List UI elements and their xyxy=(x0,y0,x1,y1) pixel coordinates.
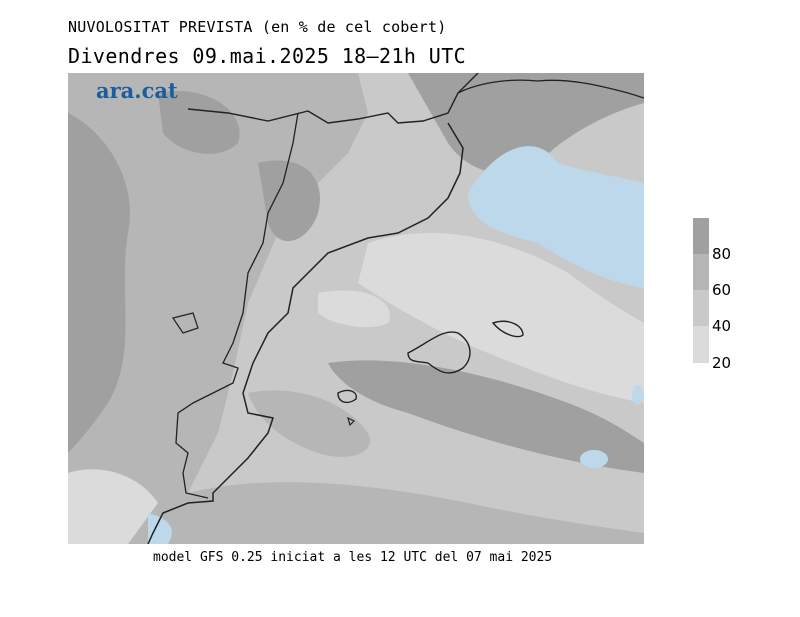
cloud-cover-map xyxy=(68,73,644,544)
menorca-island xyxy=(491,320,524,338)
legend-band-40 xyxy=(693,290,709,326)
cloud-cover-legend: 80 60 40 20 xyxy=(693,218,731,372)
cloud-zone-80-pyrenees xyxy=(258,160,320,242)
clear-sky-gulf-of-lion xyxy=(468,146,644,288)
forecast-date: Divendres 09.mai.2025 18–21h UTC xyxy=(68,44,467,68)
mallorca-island xyxy=(407,331,471,374)
ara-cat-logo: ara.cat xyxy=(96,78,178,103)
legend-tick-60: 60 xyxy=(712,281,732,299)
formentera-island xyxy=(347,416,356,427)
cloud-zone-20-coast xyxy=(318,290,390,328)
border-enclave xyxy=(172,312,199,334)
cloud-zone-80-northeast xyxy=(408,73,644,174)
clear-sky-patch-east xyxy=(632,385,644,405)
iberian-coastline xyxy=(147,122,464,544)
cloud-zone-80-west xyxy=(68,113,130,453)
model-run-info: model GFS 0.25 iniciat a les 12 UTC del … xyxy=(153,550,553,565)
france-spain-border xyxy=(187,73,479,124)
cloud-zone-60-south xyxy=(248,390,370,457)
legend-band-80 xyxy=(693,218,709,254)
cloud-zone-60-bottom xyxy=(68,482,644,544)
legend-tick-40: 40 xyxy=(712,317,732,335)
cloud-zone-80-balearic xyxy=(328,360,644,473)
cloud-zone-80-north xyxy=(158,91,240,154)
clear-sky-southwest xyxy=(148,513,172,544)
cloud-zone-20-southwest xyxy=(68,469,158,544)
legend-tick-80: 80 xyxy=(712,245,732,263)
french-coastline xyxy=(457,79,644,99)
ibiza-island xyxy=(337,389,357,404)
legend-band-60 xyxy=(693,254,709,290)
legend-band-20 xyxy=(693,326,709,363)
cloud-zone-20-sea xyxy=(358,233,644,403)
map-title: NUVOLOSITAT PREVISTA (en % de cel cobert… xyxy=(68,18,447,36)
legend-tick-20: 20 xyxy=(712,354,732,372)
clear-sky-patch xyxy=(580,450,608,468)
catalonia-aragon-border xyxy=(175,112,299,499)
